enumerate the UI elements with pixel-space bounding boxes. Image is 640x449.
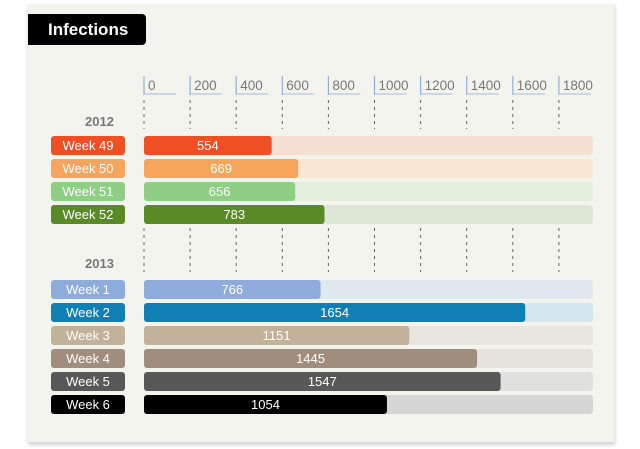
tick-label: 1800 [563, 78, 593, 93]
category-label: Week 52 [62, 207, 113, 222]
category-label-box [51, 205, 125, 224]
category-label-box [51, 136, 125, 155]
bar [144, 349, 478, 368]
bar [144, 136, 272, 155]
bar [144, 159, 299, 178]
data-label: 783 [223, 207, 245, 222]
category-label-box [51, 395, 125, 414]
bar [144, 395, 387, 414]
bar [144, 372, 501, 391]
data-label: 1054 [251, 397, 280, 412]
category-label: Week 50 [62, 161, 113, 176]
tick-label: 1400 [471, 78, 501, 93]
category-label-box [51, 303, 125, 322]
category-label: Week 5 [66, 374, 110, 389]
year-label: 2012 [85, 114, 114, 129]
bar [144, 280, 321, 299]
category-label-box [51, 372, 125, 391]
chart-title: Infections [28, 14, 146, 45]
data-label: 656 [209, 184, 231, 199]
category-label-box [51, 349, 125, 368]
tick-label: 200 [194, 78, 217, 93]
data-label: 1151 [263, 328, 291, 343]
category-label: Week 6 [66, 397, 110, 412]
data-label: 1445 [296, 351, 325, 366]
tick-label: 400 [240, 78, 263, 93]
tick-label: 600 [286, 78, 309, 93]
tick-label: 800 [332, 78, 355, 93]
data-label: 669 [210, 161, 232, 176]
category-label: Week 51 [62, 184, 113, 199]
tick-label: 0 [148, 78, 156, 93]
data-label: 554 [197, 138, 219, 153]
bar [144, 326, 410, 345]
tick-label: 1000 [379, 78, 409, 93]
data-label: 1547 [308, 374, 337, 389]
category-label-box [51, 182, 125, 201]
tick-label: 1600 [517, 78, 547, 93]
tick-label: 1200 [425, 78, 455, 93]
category-label-box [51, 280, 125, 299]
category-label: Week 49 [62, 138, 113, 153]
bar [144, 182, 296, 201]
category-label-box [51, 159, 125, 178]
data-label: 1654 [320, 305, 349, 320]
category-label: Week 3 [66, 328, 110, 343]
bar [144, 205, 325, 224]
category-label-box [51, 326, 125, 345]
bar [144, 303, 526, 322]
category-label: Week 2 [66, 305, 110, 320]
category-label: Week 4 [66, 351, 110, 366]
data-label: 766 [221, 282, 243, 297]
year-label: 2013 [85, 256, 114, 271]
category-label: Week 1 [66, 282, 110, 297]
